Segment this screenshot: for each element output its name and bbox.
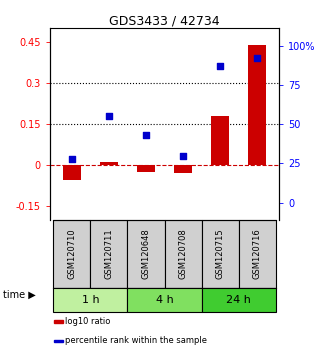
Bar xyxy=(54,339,63,342)
Text: GSM120708: GSM120708 xyxy=(178,228,187,279)
Bar xyxy=(202,220,239,288)
Text: GSM120715: GSM120715 xyxy=(215,228,225,279)
Bar xyxy=(54,288,127,312)
Text: 1 h: 1 h xyxy=(82,295,99,305)
Bar xyxy=(239,220,275,288)
Text: GSM120711: GSM120711 xyxy=(104,228,114,279)
Title: GDS3433 / 42734: GDS3433 / 42734 xyxy=(109,14,220,27)
Text: GSM120648: GSM120648 xyxy=(142,228,151,279)
Bar xyxy=(54,320,63,322)
Point xyxy=(180,153,186,158)
Text: 4 h: 4 h xyxy=(156,295,173,305)
Bar xyxy=(174,165,192,173)
Point xyxy=(217,63,222,69)
Bar xyxy=(63,165,81,180)
Point xyxy=(69,156,74,161)
Text: percentile rank within the sample: percentile rank within the sample xyxy=(65,336,207,345)
Text: time ▶: time ▶ xyxy=(3,290,36,300)
Bar xyxy=(202,288,275,312)
Bar xyxy=(54,220,91,288)
Text: GSM120716: GSM120716 xyxy=(253,228,262,279)
Bar xyxy=(91,220,127,288)
Point xyxy=(255,56,260,61)
Text: GSM120710: GSM120710 xyxy=(67,228,76,279)
Point xyxy=(143,132,149,138)
Bar xyxy=(127,220,165,288)
Text: log10 ratio: log10 ratio xyxy=(65,317,111,326)
Bar xyxy=(137,165,155,172)
Bar xyxy=(100,162,118,165)
Text: 24 h: 24 h xyxy=(226,295,251,305)
Bar xyxy=(127,288,202,312)
Bar xyxy=(165,220,202,288)
Bar xyxy=(211,116,229,165)
Bar xyxy=(248,45,266,165)
Point xyxy=(107,114,112,119)
